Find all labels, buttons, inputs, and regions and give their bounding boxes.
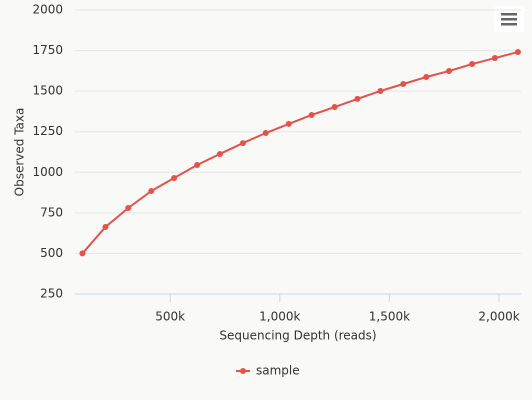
point xyxy=(216,150,223,157)
point xyxy=(446,68,453,75)
y-tick-label: 1000 xyxy=(32,165,63,179)
menu-button[interactable] xyxy=(494,6,524,32)
x-tick-label: 1,500k xyxy=(369,310,410,324)
y-tick-label: 500 xyxy=(40,246,63,260)
point xyxy=(423,74,430,81)
menu-bar xyxy=(501,18,517,21)
point xyxy=(491,55,498,62)
y-tick-label: 1750 xyxy=(32,43,63,57)
point xyxy=(514,49,521,56)
menu-bar xyxy=(501,23,517,26)
point xyxy=(79,250,86,257)
x-axis-title: Sequencing Depth (reads) xyxy=(219,329,376,343)
y-tick-label: 750 xyxy=(40,205,63,219)
series-line xyxy=(81,51,519,255)
point xyxy=(148,187,155,194)
menu-bar xyxy=(501,13,517,16)
y-tick-label: 1500 xyxy=(32,84,63,98)
point xyxy=(194,161,201,168)
point xyxy=(285,120,292,127)
y-tick-label: 2000 xyxy=(32,3,63,17)
y-axis-title: Observed Taxa xyxy=(13,108,27,197)
x-tick-label: 2,000k xyxy=(478,310,519,324)
point xyxy=(469,61,476,68)
point xyxy=(331,104,338,111)
point xyxy=(400,81,407,88)
x-tick-label: 500k xyxy=(155,310,185,324)
y-tick-label: 250 xyxy=(40,287,63,301)
y-tick-label: 1250 xyxy=(32,124,63,138)
legend-label: sample xyxy=(256,364,300,378)
point xyxy=(262,130,269,137)
point xyxy=(308,111,315,118)
x-tick-label: 1,000k xyxy=(259,310,300,324)
point xyxy=(102,223,109,230)
point xyxy=(377,87,384,94)
point xyxy=(239,140,246,147)
point xyxy=(354,95,361,102)
legend-marker xyxy=(240,368,246,374)
point xyxy=(125,204,132,211)
point xyxy=(171,174,178,181)
